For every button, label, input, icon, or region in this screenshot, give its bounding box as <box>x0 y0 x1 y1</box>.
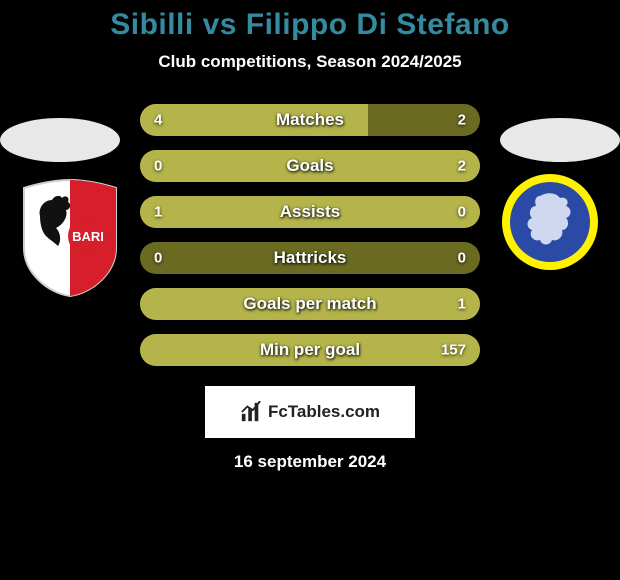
stat-row: 1 Goals per match <box>140 288 480 320</box>
stat-left-value: 0 <box>154 158 162 175</box>
subtitle: Club competitions, Season 2024/2025 <box>0 52 620 72</box>
player-placeholder-left <box>0 118 120 162</box>
stat-right-value: 157 <box>441 342 466 359</box>
stat-label: Min per goal <box>260 340 360 360</box>
stat-left-value: 1 <box>154 204 162 221</box>
stat-label: Assists <box>280 202 340 222</box>
stat-row: 1 0 Assists <box>140 196 480 228</box>
chart-icon <box>240 401 262 423</box>
stat-label: Goals <box>286 156 333 176</box>
stat-right-value: 0 <box>458 250 466 267</box>
left-badge-text: BARI <box>72 229 104 244</box>
stat-label: Matches <box>276 110 344 130</box>
footer-date: 16 september 2024 <box>0 452 620 472</box>
player-placeholder-right <box>500 118 620 162</box>
club-badge-right <box>500 172 600 272</box>
stat-left-value: 0 <box>154 250 162 267</box>
stat-right-value: 1 <box>458 296 466 313</box>
stat-row: 157 Min per goal <box>140 334 480 366</box>
stat-row: 4 2 Matches <box>140 104 480 136</box>
brand-text: FcTables.com <box>268 402 380 422</box>
stat-row: 0 0 Hattricks <box>140 242 480 274</box>
stats-bars: 4 2 Matches 0 2 Goals 1 0 Assists 0 0 Hattricks 1 Goa… <box>140 104 480 366</box>
club-badge-left: BARI <box>20 178 120 298</box>
stat-right-value: 0 <box>458 204 466 221</box>
stat-label: Hattricks <box>274 248 347 268</box>
stat-label: Goals per match <box>243 294 376 314</box>
stat-right-value: 2 <box>458 112 466 129</box>
page-title: Sibilli vs Filippo Di Stefano <box>0 8 620 42</box>
stat-left-value: 4 <box>154 112 162 129</box>
stat-row: 0 2 Goals <box>140 150 480 182</box>
brand-badge: FcTables.com <box>205 386 415 438</box>
stat-right-value: 2 <box>458 158 466 175</box>
